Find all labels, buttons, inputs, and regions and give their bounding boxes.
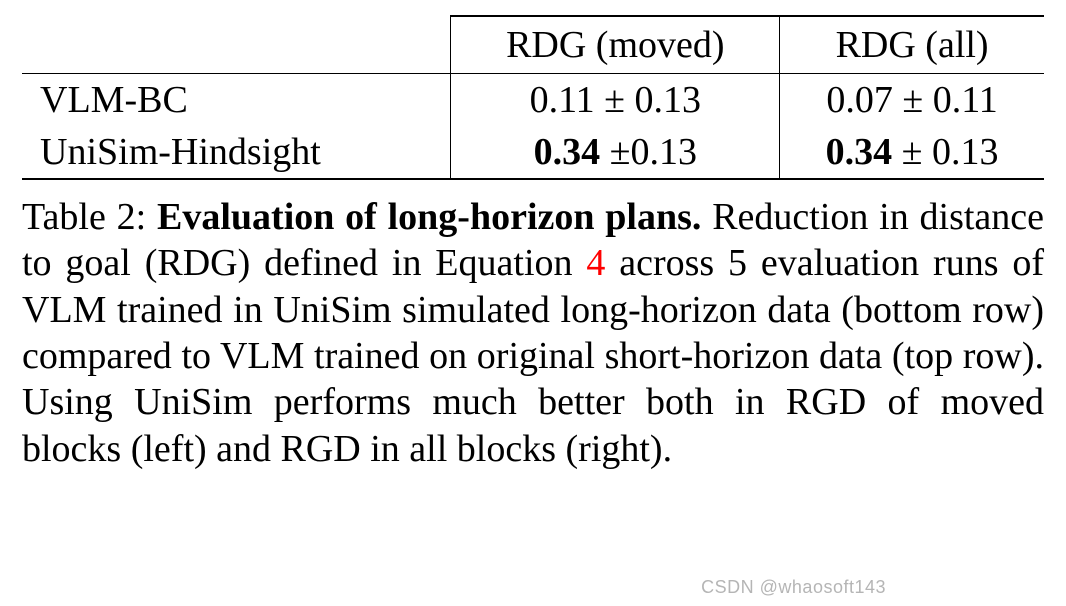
cell-err: 0.11 — [933, 79, 998, 121]
table-caption: Table 2: Evaluation of long-horizon plan… — [22, 194, 1044, 472]
table-row: UniSim-Hindsight 0.34 ±0.13 0.34 ± 0.13 — [22, 126, 1044, 179]
watermark-text: CSDN @whaosoft143 — [701, 577, 886, 598]
equation-ref: 4 — [586, 242, 605, 284]
row-label: VLM-BC — [22, 74, 451, 127]
cell-err: 0.13 — [635, 79, 702, 121]
cell-rdg-all: 0.07 ± 0.11 — [780, 74, 1044, 127]
cell-rdg-all: 0.34 ± 0.13 — [780, 126, 1044, 179]
table-row: VLM-BC 0.11 ± 0.13 0.07 ± 0.11 — [22, 74, 1044, 127]
cell-err: 0.13 — [630, 131, 697, 173]
cell-err: 0.13 — [932, 131, 999, 173]
caption-label: Table 2: — [22, 196, 146, 238]
col-header-rdg-moved: RDG (moved) — [451, 16, 780, 74]
cell-value: 0.11 — [530, 79, 595, 121]
cell-value: 0.07 — [826, 79, 893, 121]
caption-title: Evaluation of long-horizon plans. — [157, 196, 701, 238]
cell-value: 0.34 — [826, 131, 893, 173]
row-label: UniSim-Hindsight — [22, 126, 451, 179]
cell-rdg-moved: 0.11 ± 0.13 — [451, 74, 780, 127]
col-header-empty — [22, 16, 451, 74]
col-header-rdg-all: RDG (all) — [780, 16, 1044, 74]
cell-value: 0.34 — [534, 131, 601, 173]
cell-rdg-moved: 0.34 ±0.13 — [451, 126, 780, 179]
results-table: RDG (moved) RDG (all) VLM-BC 0.11 ± 0.13… — [22, 15, 1044, 180]
